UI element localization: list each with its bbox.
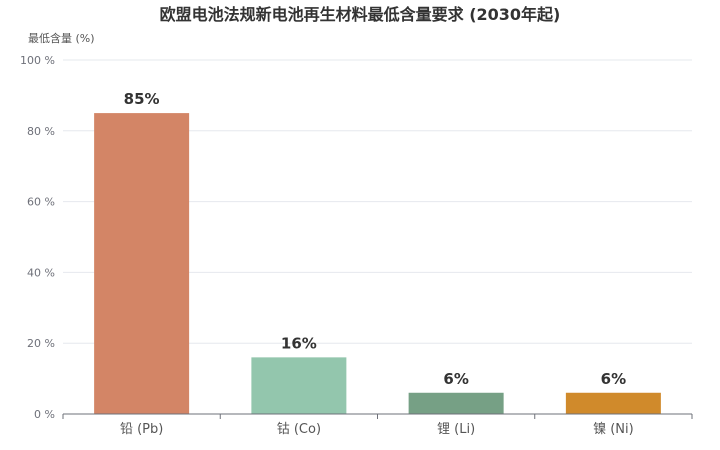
bar-1	[251, 357, 347, 414]
y-tick-label-20: 20 %	[27, 337, 55, 350]
y-tick-label-0: 0 %	[34, 408, 55, 421]
y-tick-label-40: 40 %	[27, 266, 55, 279]
y-axis-ticks: 0 % 20 % 40 % 60 % 80 % 100 %	[20, 54, 55, 421]
x-axis-categories: 铅 (Pb) 钴 (Co) 锂 (Li) 镍 (Ni)	[120, 422, 634, 437]
category-label-1: 钴 (Co)	[277, 422, 321, 437]
data-label-1: 16%	[281, 334, 317, 352]
category-label-3: 镍 (Ni)	[593, 422, 634, 437]
bar-2	[408, 392, 504, 414]
y-axis-label: 最低含量 (%)	[28, 31, 95, 45]
data-label-2: 6%	[443, 370, 468, 388]
bar-3	[565, 392, 661, 414]
category-label-2: 锂 (Li)	[437, 422, 475, 437]
category-label-0: 铅 (Pb)	[120, 422, 163, 437]
y-tick-label-60: 60 %	[27, 196, 55, 209]
y-tick-label-80: 80 %	[27, 125, 55, 138]
x-axis	[62, 413, 693, 419]
y-tick-label-100: 100 %	[20, 54, 55, 67]
bar-0	[94, 113, 190, 414]
data-label-3: 6%	[601, 370, 626, 388]
chart-title: 欧盟电池法规新电池再生材料最低含量要求 (2030年起)	[160, 5, 561, 24]
data-labels: 85% 16% 6% 6%	[124, 90, 626, 388]
bars	[94, 113, 661, 414]
data-label-0: 85%	[124, 90, 160, 108]
